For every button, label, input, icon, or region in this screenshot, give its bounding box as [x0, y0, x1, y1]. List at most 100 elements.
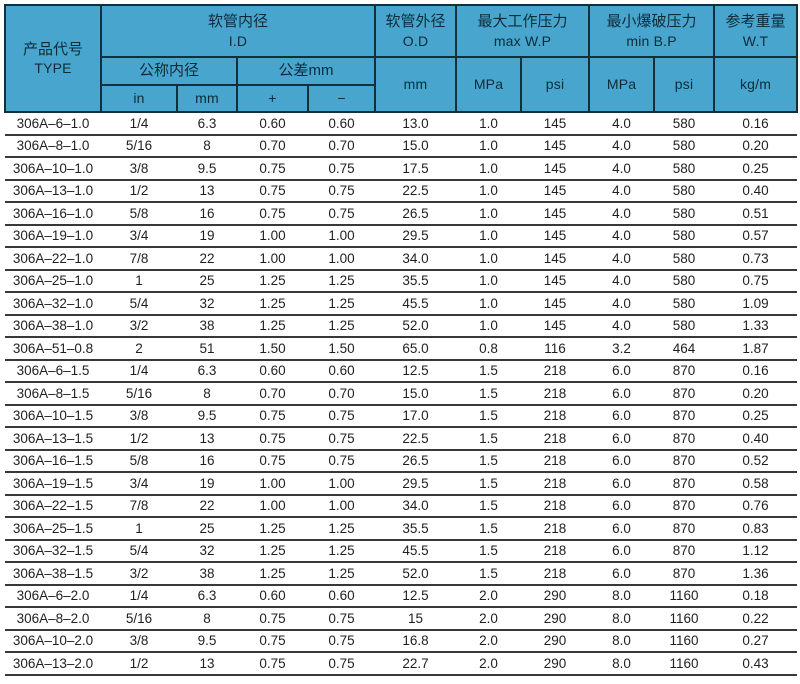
cell-bp-mpa: 6.0 — [589, 427, 655, 451]
cell-tol-plus: 1.25 — [237, 269, 308, 293]
cell-od-mm: 15.0 — [375, 382, 457, 406]
cell-od-mm: 26.5 — [375, 449, 457, 473]
cell-tol-minus: 1.25 — [308, 292, 376, 316]
table-row: 306A–25–1.0 1 25 1.25 1.25 35.5 1.0 145 4.0 580 0.… — [5, 269, 798, 293]
cell-id-mm: 13 — [177, 179, 237, 203]
cell-bp-psi: 580 — [654, 112, 715, 136]
cell-tol-plus: 0.75 — [237, 202, 308, 226]
cell-wp-mpa: 1.0 — [456, 314, 522, 338]
cell-wp-psi: 145 — [521, 247, 590, 271]
cell-wp-psi: 218 — [521, 382, 590, 406]
cell-bp-psi: 580 — [654, 202, 715, 226]
cell-id-in: 1/4 — [101, 584, 177, 608]
cell-od-mm: 29.5 — [375, 472, 457, 496]
cell-wp-psi: 218 — [521, 472, 590, 496]
cell-bp-psi: 870 — [654, 517, 715, 541]
cell-wp-mpa: 1.5 — [456, 404, 522, 428]
cell-tol-minus: 0.75 — [308, 449, 376, 473]
cell-wp-mpa: 1.5 — [456, 359, 522, 383]
cell-wp-mpa: 2.0 — [456, 629, 522, 653]
cell-id-in: 5/4 — [101, 292, 177, 316]
cell-wt-kgm: 1.12 — [714, 539, 798, 563]
cell-type: 306A–10–1.0 — [5, 157, 101, 181]
cell-id-mm: 19 — [177, 224, 237, 248]
cell-wp-psi: 145 — [521, 314, 590, 338]
cell-type: 306A–13–2.0 — [5, 652, 101, 676]
table-row: 306A–38–1.5 3/2 38 1.25 1.25 52.0 1.5 218 6.0 870… — [5, 562, 798, 586]
header-id-in: in — [100, 84, 178, 113]
cell-od-mm: 16.8 — [375, 629, 457, 653]
table-row: 306A–8–2.0 5/16 8 0.75 0.75 15 2.0 290 8.0 1160 0.… — [5, 607, 798, 631]
cell-id-in: 3/2 — [101, 314, 177, 338]
cell-wp-psi: 145 — [521, 157, 590, 181]
cell-tol-minus: 0.75 — [308, 202, 376, 226]
cell-wt-kgm: 0.16 — [714, 112, 798, 136]
table-row: 306A–8–1.5 5/16 8 0.70 0.70 15.0 1.5 218 6.0 870 0… — [5, 382, 798, 406]
header-id-mm: mm — [176, 84, 238, 113]
cell-od-mm: 15.0 — [375, 134, 457, 158]
cell-wp-mpa: 1.5 — [456, 494, 522, 518]
table-row: 306A–32–1.0 5/4 32 1.25 1.25 45.5 1.0 145 4.0 580… — [5, 292, 798, 316]
header-wp-unit-psi: psi — [520, 56, 591, 113]
cell-bp-psi: 580 — [654, 314, 715, 338]
cell-wp-mpa: 2.0 — [456, 584, 522, 608]
header-max-working-pressure-zh: 最大工作压力 — [477, 13, 568, 31]
cell-od-mm: 15 — [375, 607, 457, 631]
cell-bp-mpa: 3.2 — [589, 337, 655, 361]
cell-tol-plus: 1.25 — [237, 539, 308, 563]
cell-bp-psi: 1160 — [654, 652, 715, 676]
cell-bp-mpa: 6.0 — [589, 359, 655, 383]
cell-od-mm: 45.5 — [375, 292, 457, 316]
header-weight-zh: 参考重量 — [725, 13, 786, 31]
table-row: 306A–8–1.0 5/16 8 0.70 0.70 15.0 1.0 145 4.0 580 0… — [5, 134, 798, 158]
header-product-type: 产品代号 TYPE — [4, 4, 102, 113]
cell-wp-mpa: 1.5 — [456, 449, 522, 473]
cell-od-mm: 12.5 — [375, 584, 457, 608]
cell-tol-minus: 0.60 — [308, 359, 376, 383]
table-row: 306A–6–1.0 1/4 6.3 0.60 0.60 13.0 1.0 145 4.0 580… — [5, 112, 798, 136]
header-inner-diameter-group: 软管内径 I.D — [99, 4, 377, 58]
cell-id-in: 1 — [101, 269, 177, 293]
table-row: 306A–32–1.5 5/4 32 1.25 1.25 45.5 1.5 218 6.0 870… — [5, 539, 798, 563]
cell-tol-plus: 0.75 — [237, 449, 308, 473]
cell-wp-mpa: 1.0 — [456, 157, 522, 181]
cell-wp-psi: 218 — [521, 539, 590, 563]
header-inner-diameter-en: I.D — [228, 32, 248, 49]
cell-tol-minus: 1.50 — [308, 337, 376, 361]
cell-tol-plus: 0.60 — [237, 112, 308, 136]
cell-wp-mpa: 1.5 — [456, 382, 522, 406]
cell-wp-psi: 145 — [521, 269, 590, 293]
cell-tol-minus: 1.00 — [308, 494, 376, 518]
cell-id-in: 3/8 — [101, 629, 177, 653]
cell-id-in: 7/8 — [101, 247, 177, 271]
table-row: 306A–25–1.5 1 25 1.25 1.25 35.5 1.5 218 6.0 870 0.… — [5, 517, 798, 541]
cell-wp-mpa: 1.0 — [456, 134, 522, 158]
cell-bp-mpa: 4.0 — [589, 179, 655, 203]
cell-type: 306A–13–1.5 — [5, 427, 101, 451]
header-od-unit-mm: mm — [374, 56, 458, 113]
cell-bp-psi: 870 — [654, 494, 715, 518]
cell-id-mm: 13 — [177, 652, 237, 676]
cell-type: 306A–51–0.8 — [5, 337, 101, 361]
cell-wt-kgm: 0.25 — [714, 404, 798, 428]
cell-id-in: 1/4 — [101, 359, 177, 383]
cell-bp-mpa: 6.0 — [589, 404, 655, 428]
cell-id-mm: 22 — [177, 494, 237, 518]
cell-wp-psi: 145 — [521, 202, 590, 226]
cell-wp-psi: 116 — [521, 337, 590, 361]
cell-bp-mpa: 4.0 — [589, 247, 655, 271]
cell-tol-minus: 0.75 — [308, 179, 376, 203]
header-bp-unit-mpa: MPa — [588, 56, 656, 113]
cell-wp-mpa: 1.5 — [456, 562, 522, 586]
table-row: 306A–16–1.0 5/8 16 0.75 0.75 26.5 1.0 145 4.0 580… — [5, 202, 798, 226]
cell-id-in: 5/8 — [101, 449, 177, 473]
cell-wp-psi: 145 — [521, 292, 590, 316]
header-tolerance-minus: − — [306, 84, 377, 113]
cell-bp-psi: 580 — [654, 157, 715, 181]
cell-tol-plus: 1.00 — [237, 224, 308, 248]
cell-tol-plus: 1.25 — [237, 314, 308, 338]
cell-id-mm: 8 — [177, 382, 237, 406]
cell-tol-minus: 0.60 — [308, 584, 376, 608]
cell-wp-psi: 145 — [521, 224, 590, 248]
cell-bp-mpa: 8.0 — [589, 629, 655, 653]
